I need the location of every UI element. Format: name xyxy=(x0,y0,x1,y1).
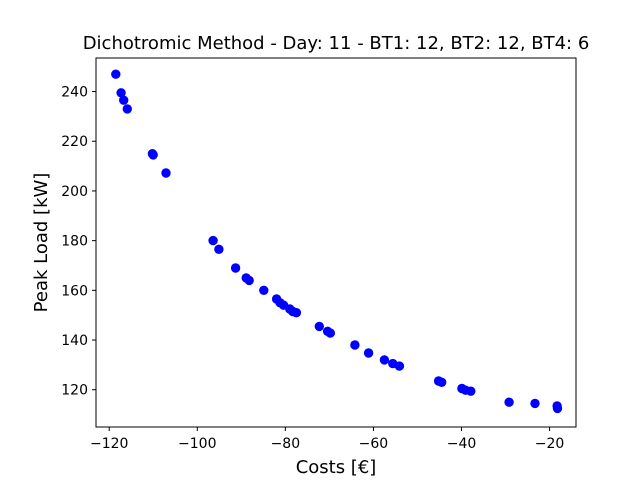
data-point xyxy=(230,263,241,273)
data-point xyxy=(530,398,540,409)
x-tick-label: −60 xyxy=(359,436,389,452)
data-point xyxy=(161,168,171,178)
data-point xyxy=(291,308,302,318)
data-point xyxy=(394,361,405,371)
data-point xyxy=(119,95,129,105)
y-tick-label: 200 xyxy=(61,184,88,200)
data-point xyxy=(148,150,158,160)
data-point xyxy=(244,275,254,286)
data-point xyxy=(214,244,224,254)
y-axis-ticks: 120 140 160 180 200 220 240 xyxy=(61,85,96,399)
data-point xyxy=(208,235,218,246)
data-point xyxy=(552,403,563,414)
data-point xyxy=(363,348,374,358)
data-point xyxy=(379,355,390,365)
x-axis-label: Costs [€] xyxy=(296,457,377,478)
x-tick-label: −100 xyxy=(178,436,216,452)
data-point xyxy=(122,104,132,114)
y-tick-label: 160 xyxy=(61,283,88,299)
data-point xyxy=(466,386,476,396)
y-tick-label: 140 xyxy=(61,333,88,349)
data-point xyxy=(314,321,324,332)
data-point xyxy=(350,340,360,350)
x-tick-label: −40 xyxy=(447,436,477,452)
data-point xyxy=(504,397,514,407)
x-tick-label: −80 xyxy=(271,436,301,452)
y-tick-label: 240 xyxy=(61,85,88,101)
data-point xyxy=(111,69,121,79)
data-point xyxy=(116,88,126,98)
y-tick-label: 220 xyxy=(61,134,88,150)
chart-title: Dichotromic Method - Day: 11 - BT1: 12, … xyxy=(83,33,590,54)
data-point xyxy=(437,377,447,387)
y-axis-label: Peak Load [kW] xyxy=(31,173,52,313)
y-tick-label: 120 xyxy=(61,383,88,399)
data-point xyxy=(259,285,269,295)
data-points xyxy=(111,69,563,414)
y-tick-label: 180 xyxy=(61,234,88,250)
plot-frame xyxy=(95,57,577,428)
x-axis-ticks: −120 −100 −80 −60 −40 −20 xyxy=(90,427,564,452)
data-point xyxy=(325,328,335,338)
x-tick-label: −20 xyxy=(535,436,565,452)
x-tick-label: −120 xyxy=(90,436,128,452)
